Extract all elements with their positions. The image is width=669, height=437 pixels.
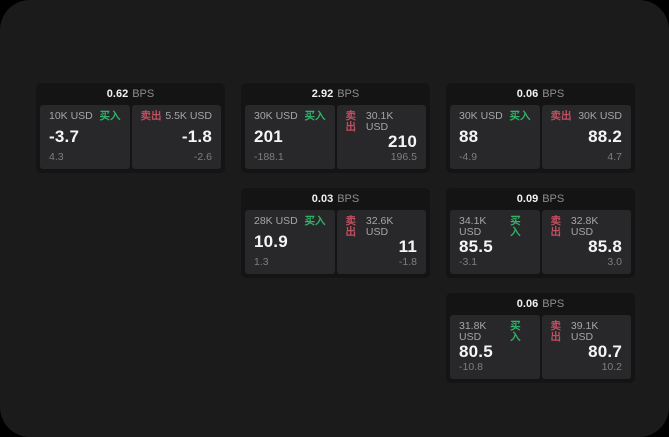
sell-tile[interactable]: 卖出 5.5K USD -1.8 -2.6 <box>131 105 221 169</box>
bps-header: 2.92 BPS <box>241 83 430 105</box>
sell-delta: -1.8 <box>398 255 417 268</box>
buy-side-label: 买入 <box>509 110 531 122</box>
bps-unit-label: BPS <box>337 87 360 100</box>
sell-side-label: 卖出 <box>140 110 162 122</box>
bps-card: 0.62 BPS 10K USD 买入 -3.7 4.3 卖出 5.5K USD… <box>36 83 225 173</box>
sell-price: 88.2 <box>588 127 622 146</box>
bps-header: 0.06 BPS <box>446 293 635 315</box>
sell-delta: 10.2 <box>601 360 622 373</box>
sell-side-label: 卖出 <box>550 110 572 122</box>
sell-tile[interactable]: 卖出 39.1K USD 80.7 10.2 <box>541 315 631 379</box>
buy-price: 201 <box>254 127 283 146</box>
bps-unit-label: BPS <box>542 297 565 310</box>
buy-tile[interactable]: 30K USD 买入 88 -4.9 <box>450 105 540 169</box>
buy-price: 88 <box>459 127 479 146</box>
sell-side-label: 卖出 <box>345 215 357 238</box>
buy-amount: 10K USD <box>49 110 93 122</box>
buy-tile[interactable]: 31.8K USD 买入 80.5 -10.8 <box>450 315 540 379</box>
buy-delta: -4.9 <box>459 150 478 163</box>
buy-side-label: 买入 <box>304 110 326 122</box>
bps-card: 0.06 BPS 31.8K USD 买入 80.5 -10.8 卖出 39.1… <box>446 293 635 383</box>
sell-delta: -2.6 <box>193 150 212 163</box>
buy-delta: 1.3 <box>254 255 269 268</box>
bps-card: 0.03 BPS 28K USD 买入 10.9 1.3 卖出 32.6K US… <box>241 188 430 278</box>
buy-side-label: 买入 <box>304 215 326 227</box>
sell-tile[interactable]: 卖出 30.1K USD 210 196.5 <box>336 105 426 169</box>
sell-price: 80.7 <box>588 342 622 362</box>
sell-amount: 30K USD <box>578 110 622 122</box>
bps-value: 0.62 <box>106 87 129 100</box>
sell-side-label: 卖出 <box>550 215 562 238</box>
sell-tile[interactable]: 卖出 30K USD 88.2 4.7 <box>541 105 631 169</box>
sell-tile[interactable]: 卖出 32.6K USD 11 -1.8 <box>336 210 426 274</box>
bps-header: 0.62 BPS <box>36 83 225 105</box>
sell-side-label: 卖出 <box>345 110 357 133</box>
bps-card: 0.06 BPS 30K USD 买入 88 -4.9 卖出 30K USD 8… <box>446 83 635 173</box>
sell-amount: 39.1K USD <box>570 320 599 343</box>
buy-delta: -3.1 <box>459 255 478 268</box>
buy-tile[interactable]: 10K USD 买入 -3.7 4.3 <box>40 105 130 169</box>
sell-price: 11 <box>398 237 417 257</box>
bps-unit-label: BPS <box>132 87 155 100</box>
sell-delta: 3.0 <box>607 255 622 268</box>
buy-price: -3.7 <box>49 127 80 146</box>
buy-side-label: 买入 <box>99 110 121 122</box>
sell-amount: 30.1K USD <box>365 110 394 133</box>
bps-card: 0.09 BPS 34.1K USD 买入 85.5 -3.1 卖出 32.8K… <box>446 188 635 278</box>
sell-price: 85.8 <box>588 237 622 257</box>
buy-price: 85.5 <box>459 237 493 257</box>
bps-unit-label: BPS <box>542 192 565 205</box>
sell-price: -1.8 <box>181 127 212 146</box>
buy-amount: 28K USD <box>254 215 298 227</box>
buy-amount: 30K USD <box>459 110 503 122</box>
buy-amount: 34.1K USD <box>459 215 487 238</box>
buy-price: 80.5 <box>459 342 493 362</box>
buy-delta: -188.1 <box>254 150 284 163</box>
bps-unit-label: BPS <box>542 87 565 100</box>
sell-amount: 32.6K USD <box>365 215 394 238</box>
buy-side-label: 买入 <box>510 320 521 343</box>
buy-amount: 31.8K USD <box>459 320 487 343</box>
sell-delta: 196.5 <box>390 150 417 163</box>
buy-delta: 4.3 <box>49 150 64 163</box>
buy-tile[interactable]: 34.1K USD 买入 85.5 -3.1 <box>450 210 540 274</box>
bps-unit-label: BPS <box>337 192 360 205</box>
sell-price: 210 <box>388 132 417 152</box>
sell-tile[interactable]: 卖出 32.8K USD 85.8 3.0 <box>541 210 631 274</box>
buy-amount: 30K USD <box>254 110 298 122</box>
buy-side-label: 买入 <box>510 215 521 238</box>
buy-tile[interactable]: 30K USD 买入 201 -188.1 <box>245 105 335 169</box>
bps-header: 0.09 BPS <box>446 188 635 210</box>
buy-delta: -10.8 <box>459 360 483 373</box>
bps-header: 0.03 BPS <box>241 188 430 210</box>
bps-value: 0.09 <box>516 192 539 205</box>
sell-delta: 4.7 <box>607 150 622 163</box>
sell-amount: 5.5K USD <box>165 110 212 122</box>
buy-price: 10.9 <box>254 232 288 251</box>
bps-header: 0.06 BPS <box>446 83 635 105</box>
bps-value: 0.03 <box>311 192 334 205</box>
bps-value: 0.06 <box>516 87 539 100</box>
sell-side-label: 卖出 <box>550 320 562 343</box>
buy-tile[interactable]: 28K USD 买入 10.9 1.3 <box>245 210 335 274</box>
bps-value: 0.06 <box>516 297 539 310</box>
bps-card: 2.92 BPS 30K USD 买入 201 -188.1 卖出 30.1K … <box>241 83 430 173</box>
bps-value: 2.92 <box>311 87 334 100</box>
sell-amount: 32.8K USD <box>570 215 599 238</box>
